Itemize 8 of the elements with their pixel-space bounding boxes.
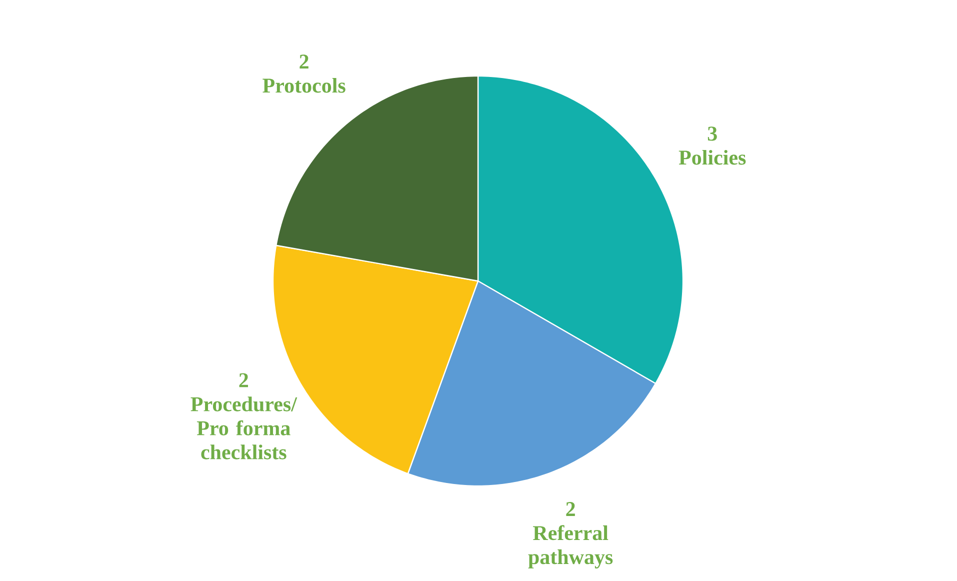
data-label: 2 bbox=[239, 373, 248, 388]
data-label: 2 bbox=[566, 502, 575, 516]
slice-label: Policies bbox=[678, 150, 746, 165]
slice-label: Procedures/ Pro forma checklists bbox=[190, 396, 298, 460]
slice-label: Protocols bbox=[262, 78, 346, 93]
slice-label: Referral pathways bbox=[528, 525, 613, 568]
data-label: 2 bbox=[300, 54, 308, 69]
data-label: 3 bbox=[708, 126, 717, 141]
